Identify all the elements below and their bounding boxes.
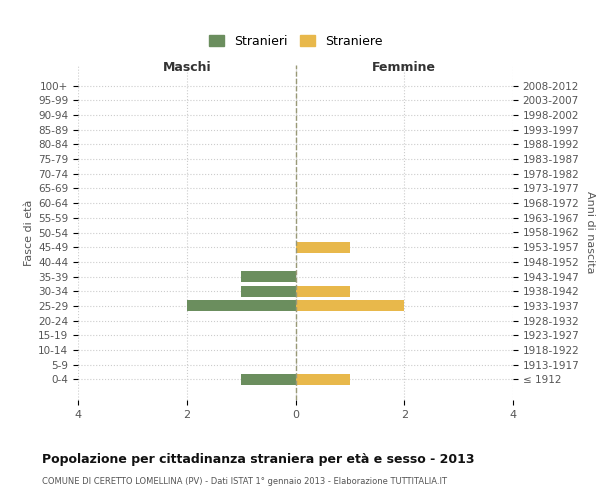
Y-axis label: Anni di nascita: Anni di nascita [585,191,595,274]
Bar [241,374,296,385]
Bar [241,271,296,282]
Bar [296,300,404,312]
Bar [296,242,350,252]
Bar [187,300,296,312]
Text: Popolazione per cittadinanza straniera per età e sesso - 2013: Popolazione per cittadinanza straniera p… [42,452,475,466]
Legend: Stranieri, Straniere: Stranieri, Straniere [205,31,386,52]
Bar [241,286,296,296]
Text: COMUNE DI CERETTO LOMELLINA (PV) - Dati ISTAT 1° gennaio 2013 - Elaborazione TUT: COMUNE DI CERETTO LOMELLINA (PV) - Dati … [42,478,447,486]
Text: Maschi: Maschi [163,61,211,74]
Text: Femmine: Femmine [372,61,436,74]
Bar [296,286,350,296]
Y-axis label: Fasce di età: Fasce di età [24,200,34,266]
Bar [296,374,350,385]
